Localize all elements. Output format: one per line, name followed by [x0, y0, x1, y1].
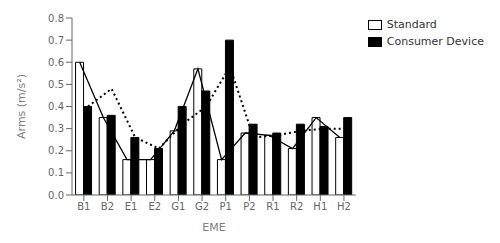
- html-text:Consumer Device: Consumer Device: [386, 35, 484, 48]
- svg-text:H2: H2: [337, 201, 351, 212]
- svg-text:E2: E2: [148, 201, 161, 212]
- svg-text:B1: B1: [77, 201, 90, 212]
- svg-text:EME: EME: [202, 221, 225, 234]
- svg-text:0.8: 0.8: [48, 13, 64, 24]
- svg-text:0.0: 0.0: [48, 190, 64, 201]
- svg-text:G1: G1: [171, 201, 185, 212]
- svg-text:0.3: 0.3: [48, 123, 64, 134]
- svg-text:H1: H1: [313, 201, 327, 212]
- svg-text:G2: G2: [195, 201, 209, 212]
- svg-text:R1: R1: [266, 201, 279, 212]
- svg-text:R2: R2: [290, 201, 303, 212]
- svg-text:0.5: 0.5: [48, 79, 64, 90]
- svg-text:P1: P1: [220, 201, 232, 212]
- html-text:Standard: Standard: [386, 18, 437, 31]
- svg-text:0.6: 0.6: [48, 57, 64, 68]
- svg-text:0.4: 0.4: [48, 101, 64, 112]
- svg-text:E1: E1: [125, 201, 138, 212]
- svg-text:0.1: 0.1: [48, 167, 64, 178]
- svg-text:0.2: 0.2: [48, 145, 64, 156]
- svg-text:0.7: 0.7: [48, 35, 64, 46]
- svg-text:P2: P2: [243, 201, 255, 212]
- svg-text:B2: B2: [101, 201, 114, 212]
- svg-text:Arms (m/s²): Arms (m/s²): [15, 74, 28, 139]
